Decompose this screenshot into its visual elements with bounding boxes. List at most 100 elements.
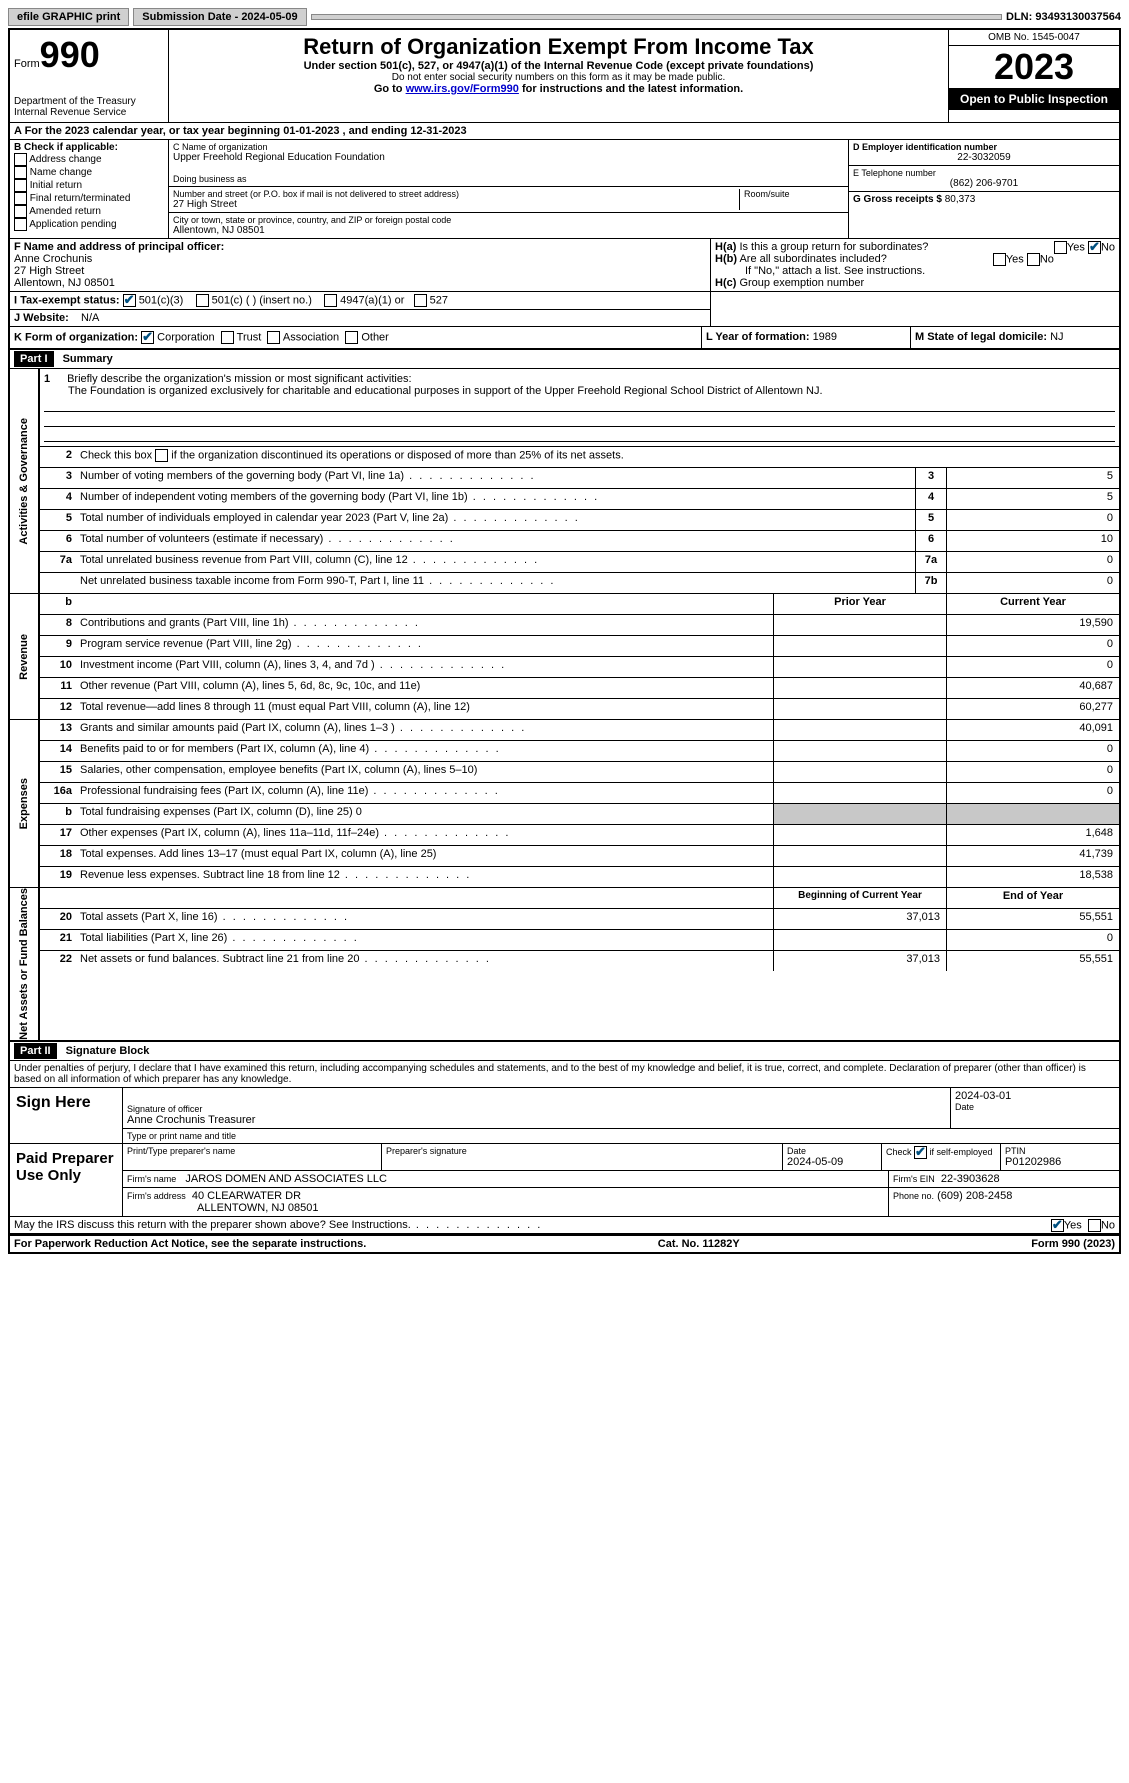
sig-date-label: Date [955,1102,1115,1112]
submission-date-button[interactable]: Submission Date - 2024-05-09 [133,8,306,26]
type-name-label: Type or print name and title [127,1131,1115,1141]
line7b-val: 0 [946,573,1119,593]
trust-checkbox[interactable] [221,331,234,344]
checkbox-application-pending[interactable] [14,218,27,231]
line6-label: Total number of volunteers (estimate if … [76,531,915,551]
phone-label: E Telephone number [853,168,1115,178]
line4-label: Number of independent voting members of … [76,489,915,509]
line5-val: 0 [946,510,1119,530]
line11-current: 40,687 [946,678,1119,698]
line15-label: Salaries, other compensation, employee b… [76,762,773,782]
line8-prior [773,615,946,635]
col-current-year: Current Year [946,594,1119,614]
paid-preparer-label: Paid Preparer Use Only [10,1144,122,1216]
hb-note: If "No," attach a list. See instructions… [715,265,1115,277]
tax-year: 2023 [949,46,1119,88]
checkbox-address-change[interactable] [14,153,27,166]
col-eoy: End of Year [946,888,1119,908]
sig-officer-label: Signature of officer [127,1104,946,1114]
section-i-label: I Tax-exempt status: [14,294,120,306]
other-checkbox[interactable] [345,331,358,344]
checkbox-final-return[interactable] [14,192,27,205]
line14-current: 0 [946,741,1119,761]
line17-label: Other expenses (Part IX, column (A), lin… [76,825,773,845]
sign-here-label: Sign Here [10,1088,122,1143]
section-j-label: J Website: [14,312,69,324]
line21-current: 0 [946,930,1119,950]
irs-link[interactable]: www.irs.gov/Form990 [406,83,519,95]
firm-addr-label: Firm's address [127,1191,186,1201]
may-irs-yes-checkbox[interactable] [1051,1219,1064,1232]
line2-checkbox[interactable] [155,449,168,462]
line19-current: 18,538 [946,867,1119,887]
line11-prior [773,678,946,698]
line9-label: Program service revenue (Part VIII, line… [76,636,773,656]
line17-current: 1,648 [946,825,1119,845]
part2-header: Part II [14,1043,57,1059]
may-irs-no-checkbox[interactable] [1088,1219,1101,1232]
checkbox-amended-return[interactable] [14,205,27,218]
assoc-checkbox[interactable] [267,331,280,344]
state-domicile-label: M State of legal domicile: [915,331,1050,343]
prep-date-label: Date [787,1146,877,1156]
line22-current: 55,551 [946,951,1119,971]
form-number: 990 [40,34,100,75]
line18-current: 41,739 [946,846,1119,866]
efile-button[interactable]: efile GRAPHIC print [8,8,129,26]
gross-receipts-label: G Gross receipts $ [853,194,942,205]
501c-checkbox[interactable] [196,294,209,307]
dba-label: Doing business as [173,174,844,184]
cat-no: Cat. No. 11282Y [658,1238,740,1250]
checkbox-name-change[interactable] [14,166,27,179]
line10-label: Investment income (Part VIII, column (A)… [76,657,773,677]
street-label: Number and street (or P.O. box if mail i… [173,189,735,199]
firm-addr1: 40 CLEARWATER DR [192,1190,301,1202]
section-b-label: B Check if applicable: [14,142,164,153]
line21-prior [773,930,946,950]
527-checkbox[interactable] [414,294,427,307]
officer-street: 27 High Street [14,265,706,277]
checkbox-initial-return[interactable] [14,179,27,192]
line11-label: Other revenue (Part VIII, column (A), li… [76,678,773,698]
form-subtitle: Under section 501(c), 527, or 4947(a)(1)… [173,60,944,72]
hb-yes-checkbox [993,253,1006,266]
part1-header: Part I [14,351,54,367]
open-public-badge: Open to Public Inspection [949,88,1119,110]
line12-prior [773,699,946,719]
firm-addr2: ALLENTOWN, NJ 08501 [127,1202,318,1214]
row-a-tax-year: A For the 2023 calendar year, or tax yea… [10,123,1119,140]
501c3-checkbox[interactable] [123,294,136,307]
check-self-employed: Check if self-employed [882,1144,1001,1170]
line6-val: 10 [946,531,1119,551]
line19-label: Revenue less expenses. Subtract line 18 … [76,867,773,887]
line3-label: Number of voting members of the governin… [76,468,915,488]
line20-label: Total assets (Part X, line 16) [76,909,773,929]
line14-label: Benefits paid to or for members (Part IX… [76,741,773,761]
firm-name-value: JAROS DOMEN AND ASSOCIATES LLC [185,1173,387,1185]
firm-phone-label: Phone no. [893,1191,934,1201]
year-formation-value: 1989 [813,331,837,343]
section-f-label: F Name and address of principal officer: [14,241,706,253]
line12-current: 60,277 [946,699,1119,719]
hb-label: H(b) [715,253,737,265]
line5-label: Total number of individuals employed in … [76,510,915,530]
room-suite-label: Room/suite [744,189,844,199]
line18-label: Total expenses. Add lines 13–17 (must eq… [76,846,773,866]
hc-label: H(c) [715,277,736,289]
ha-no-checkbox[interactable] [1088,241,1101,254]
line7a-val: 0 [946,552,1119,572]
dept-treasury: Department of the TreasuryInternal Reven… [14,96,164,118]
section-k-label: K Form of organization: [14,331,138,343]
firm-name-label: Firm's name [127,1174,176,1184]
ein-label: D Employer identification number [853,142,1115,152]
ha-yes-checkbox[interactable] [1054,241,1067,254]
line7b-label: Net unrelated business taxable income fr… [76,573,915,593]
line3-val: 5 [946,468,1119,488]
ptin-label: PTIN [1005,1146,1115,1156]
hb-no-checkbox[interactable] [1027,253,1040,266]
corp-checkbox[interactable] [141,331,154,344]
4947-checkbox[interactable] [324,294,337,307]
sig-officer-name: Anne Crochunis Treasurer [127,1114,946,1126]
self-employed-checkbox[interactable] [914,1146,927,1159]
firm-ein-value: 22-3903628 [941,1173,1000,1185]
